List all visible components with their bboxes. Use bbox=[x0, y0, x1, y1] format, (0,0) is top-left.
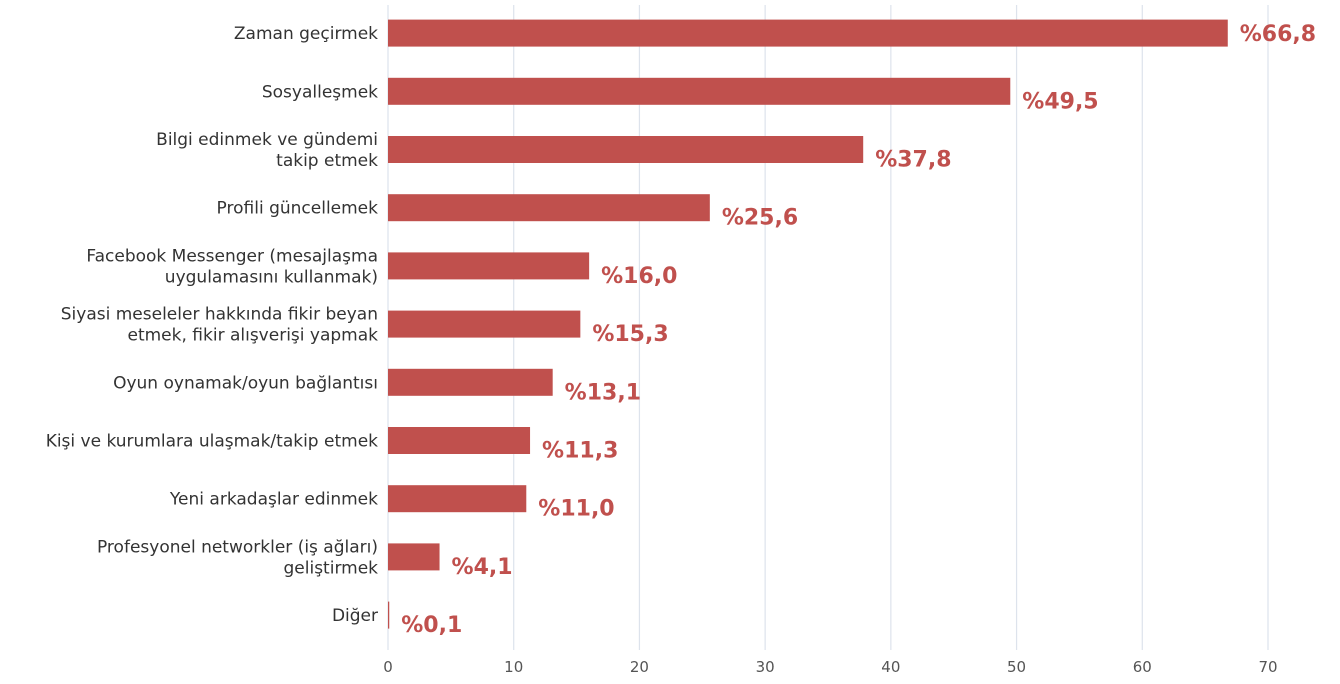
bar bbox=[388, 19, 1228, 47]
category-label: Kişi ve kurumlara ulaşmak/takip etmek bbox=[46, 432, 378, 452]
category-label: Profili güncellemek bbox=[217, 199, 379, 219]
x-tick-label: 50 bbox=[1007, 658, 1026, 676]
bar bbox=[388, 485, 527, 513]
category-label: Oyun oynamak/oyun bağlantısı bbox=[113, 373, 378, 393]
value-label: %25,6 bbox=[722, 206, 798, 231]
category-labels: Zaman geçirmek Sosyalleşmek Bilgi edinmek … bbox=[46, 24, 378, 626]
x-tick-label: 20 bbox=[630, 658, 649, 676]
value-label: %66,8 bbox=[1240, 22, 1316, 47]
bar bbox=[388, 543, 440, 571]
x-tick-label: 60 bbox=[1133, 658, 1152, 676]
x-axis-tick-labels: 0 10 20 30 40 50 60 70 bbox=[383, 658, 1277, 676]
bar bbox=[388, 252, 590, 280]
bar bbox=[388, 368, 553, 396]
value-label: %11,3 bbox=[542, 439, 618, 464]
bar bbox=[388, 601, 390, 629]
category-label: Diğer bbox=[332, 606, 378, 626]
value-label: %16,0 bbox=[601, 264, 677, 289]
category-label: geliştirmek bbox=[284, 558, 379, 578]
value-labels: %66,8 %49,5 %37,8 %25,6 %16,0 %15,3 %13,1 %11,3… bbox=[401, 22, 1316, 638]
x-tick-label: 10 bbox=[504, 658, 523, 676]
x-tick-label: 0 bbox=[383, 658, 393, 676]
bar bbox=[388, 136, 864, 163]
value-label: %13,1 bbox=[565, 380, 641, 405]
category-label: takip etmek bbox=[276, 151, 378, 171]
category-label: Facebook Messenger (mesajlaşma bbox=[86, 246, 378, 266]
bar bbox=[388, 427, 531, 454]
category-label: Zaman geçirmek bbox=[234, 24, 378, 44]
category-label: Siyasi meseleler hakkında fikir beyan bbox=[61, 305, 378, 325]
category-label: Sosyalleşmek bbox=[262, 82, 378, 102]
category-label: Profesyonel networkler (iş ağları) bbox=[97, 537, 378, 557]
x-tick-label: 70 bbox=[1258, 658, 1277, 676]
x-tick-label: 40 bbox=[881, 658, 900, 676]
bars-group bbox=[388, 19, 1228, 629]
category-label: Bilgi edinmek ve gündemi bbox=[156, 130, 378, 150]
bar bbox=[388, 77, 1011, 105]
category-label: uygulamasını kullanmak) bbox=[165, 267, 378, 287]
bar bbox=[388, 194, 710, 222]
x-tick-label: 30 bbox=[756, 658, 775, 676]
grid-lines bbox=[387, 5, 1269, 650]
value-label: %4,1 bbox=[452, 555, 513, 580]
value-label: %15,3 bbox=[592, 322, 668, 347]
category-label: etmek, fikir alışverişi yapmak bbox=[128, 326, 379, 346]
value-label: %37,8 bbox=[875, 148, 951, 173]
value-label: %49,5 bbox=[1022, 89, 1098, 114]
value-label: %11,0 bbox=[538, 497, 614, 522]
category-label: Yeni arkadaşlar edinmek bbox=[169, 490, 378, 510]
value-label: %0,1 bbox=[401, 613, 462, 638]
bar bbox=[388, 310, 581, 338]
